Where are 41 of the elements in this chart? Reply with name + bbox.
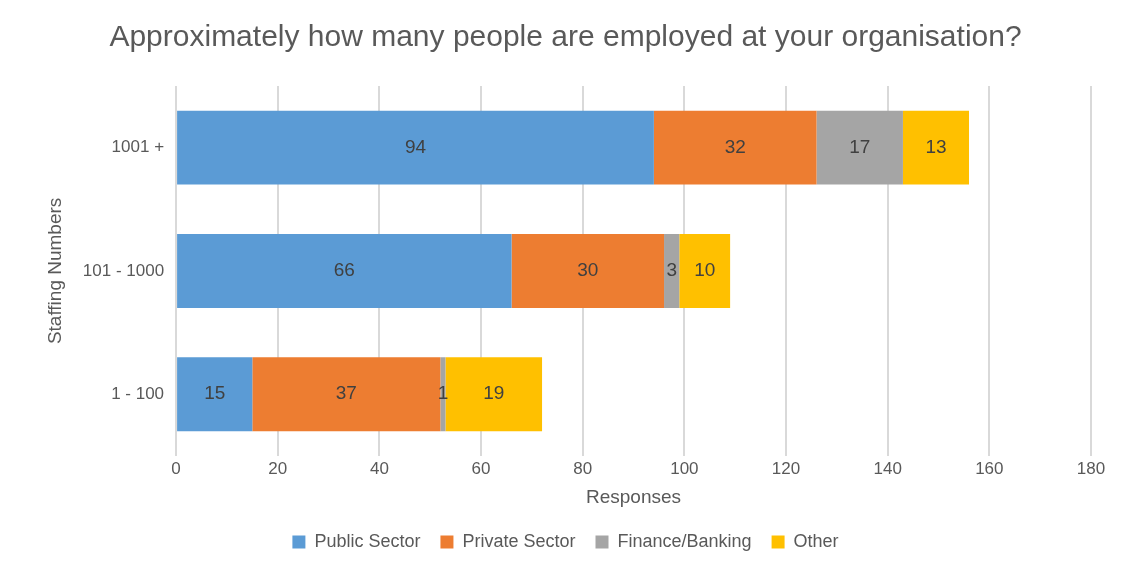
x-tick-label: 60 <box>471 458 491 478</box>
x-tick-label: 140 <box>873 458 902 478</box>
legend-label: Public Sector <box>314 530 421 551</box>
x-axis-title: Responses <box>586 485 682 507</box>
data-label: 10 <box>694 259 716 281</box>
bar <box>816 110 903 185</box>
x-tick-label: 0 <box>171 458 181 478</box>
x-tick-label: 120 <box>771 458 801 478</box>
bar <box>252 357 441 432</box>
bar <box>177 233 512 308</box>
bar <box>177 110 654 185</box>
y-axis-title: Staffing Numbers <box>43 197 65 345</box>
y-tick-label: 1001 + <box>111 137 165 157</box>
bar <box>511 233 665 308</box>
data-label: 30 <box>577 259 599 281</box>
data-label: 66 <box>333 259 355 281</box>
data-label: 13 <box>925 135 947 157</box>
bar <box>664 233 680 308</box>
x-tick-label: 160 <box>975 458 1004 478</box>
y-tick-label: 101 - 1000 <box>82 260 165 280</box>
data-label: 32 <box>724 135 746 157</box>
data-label: 17 <box>849 135 871 157</box>
bar <box>902 110 970 185</box>
data-label: 94 <box>404 135 427 157</box>
legend-label: Private Sector <box>462 530 576 551</box>
bar <box>653 110 817 185</box>
legend-label: Other <box>793 530 839 551</box>
x-tick-label: 180 <box>1076 458 1106 478</box>
x-tick-label: 80 <box>573 458 593 478</box>
bar <box>177 357 253 432</box>
legend-label: Finance/Banking <box>617 530 752 551</box>
data-label: 3 <box>666 259 677 281</box>
data-label: 15 <box>204 382 226 404</box>
bar <box>679 233 731 308</box>
x-tick-label: 100 <box>670 458 699 478</box>
data-label: 19 <box>483 382 505 404</box>
chart-title: Approximately how many people are employed at your organisation? <box>109 19 1022 53</box>
x-tick-label: 20 <box>268 458 288 478</box>
x-tick-label: 40 <box>369 458 389 478</box>
y-tick-label: 1 - 100 <box>111 383 165 403</box>
data-label: 37 <box>335 382 357 404</box>
